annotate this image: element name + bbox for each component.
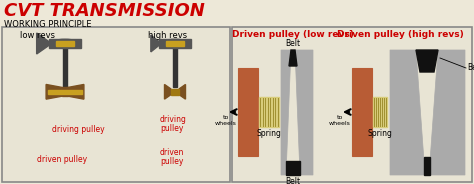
Text: pulley: pulley: [160, 157, 183, 166]
Text: Driven pulley (low revs): Driven pulley (low revs): [232, 30, 354, 39]
Bar: [352, 68, 372, 156]
Text: driven: driven: [160, 148, 184, 157]
Text: to
wheels: to wheels: [329, 115, 351, 126]
Text: driving pulley: driving pulley: [52, 125, 105, 134]
Polygon shape: [429, 50, 465, 175]
Text: CVT TRANSMISSION: CVT TRANSMISSION: [4, 2, 205, 20]
Text: low revs: low revs: [20, 31, 55, 40]
Bar: [56, 40, 73, 46]
Ellipse shape: [159, 39, 191, 48]
Bar: [166, 40, 183, 46]
Polygon shape: [289, 50, 297, 66]
Polygon shape: [36, 33, 49, 54]
Text: Belt: Belt: [285, 177, 301, 184]
Text: Spring: Spring: [256, 129, 282, 138]
Text: Driven pulley (high revs): Driven pulley (high revs): [337, 30, 464, 39]
Polygon shape: [151, 35, 159, 52]
Bar: [159, 39, 191, 48]
Polygon shape: [179, 84, 185, 99]
Polygon shape: [68, 84, 84, 99]
Text: Belt: Belt: [467, 63, 474, 72]
Text: Belt: Belt: [285, 39, 301, 48]
Bar: [62, 87, 68, 96]
Polygon shape: [286, 161, 300, 175]
Ellipse shape: [49, 39, 81, 48]
Bar: [232, 27, 472, 182]
Polygon shape: [424, 157, 430, 175]
Polygon shape: [416, 50, 438, 72]
Text: high revs: high revs: [148, 31, 187, 40]
Polygon shape: [46, 84, 62, 99]
Polygon shape: [164, 84, 171, 99]
Bar: [238, 68, 258, 156]
Text: Spring: Spring: [367, 129, 392, 138]
Bar: [173, 47, 177, 87]
Bar: [49, 39, 81, 48]
Polygon shape: [281, 50, 291, 175]
Bar: [2, 27, 230, 182]
Text: driving: driving: [160, 115, 187, 124]
Polygon shape: [295, 50, 313, 175]
Text: driven pulley: driven pulley: [37, 155, 87, 164]
Polygon shape: [390, 50, 425, 175]
Bar: [171, 89, 179, 95]
Bar: [48, 90, 82, 94]
Bar: [373, 97, 387, 127]
Text: pulley: pulley: [160, 124, 183, 133]
Bar: [259, 97, 279, 127]
Text: WORKING PRINCIPLE: WORKING PRINCIPLE: [4, 20, 91, 29]
Text: to
wheels: to wheels: [215, 115, 237, 126]
Bar: [63, 47, 67, 87]
